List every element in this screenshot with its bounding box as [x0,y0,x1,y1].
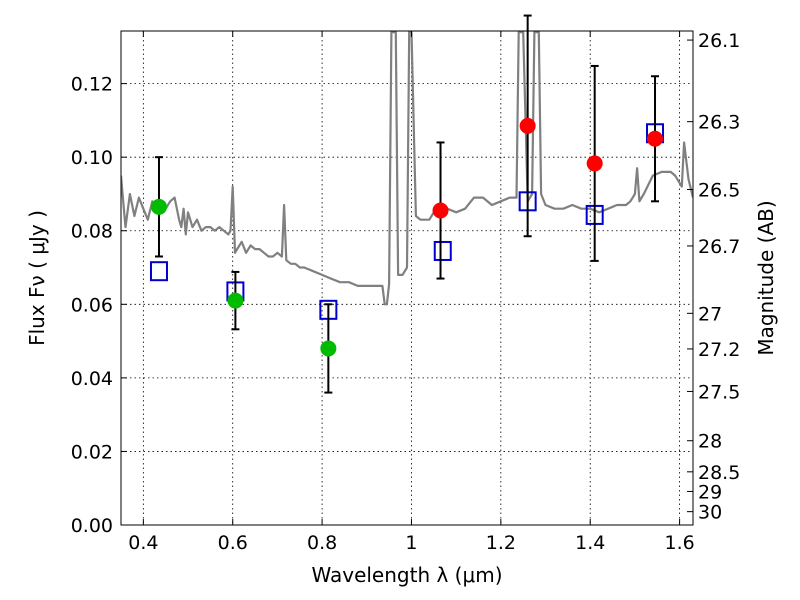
magnitude-tick-label: 26.3 [698,112,740,134]
plot-frame [120,30,694,526]
observed-infrared-point [586,155,603,172]
observed-optical-point [227,292,244,309]
y-axis-label: Flux Fν ( μJy ) [25,210,49,346]
marker-layer [149,14,665,394]
y-tick-label: 0.00 [71,515,113,537]
y-tick-label: 0.04 [71,368,113,390]
magnitude-tick-label: 29 [698,481,722,503]
magnitude-tick-label: 26.1 [698,30,740,52]
x-tick-label: 1.6 [664,532,694,554]
magnitude-axis-label: Magnitude (AB) [754,200,778,355]
magnitude-tick-label: 27.5 [698,381,740,403]
x-axis-label: Wavelength λ (μm) [311,563,502,587]
observed-optical-point [320,340,337,357]
x-tick-label: 0.8 [307,532,337,554]
magnitude-tick-label: 26.7 [698,236,740,258]
magnitude-tick-label: 27 [698,303,722,325]
x-tick-label: 1.4 [575,532,605,554]
magnitude-tick-label: 27.2 [698,339,740,361]
x-axis: 0.4 0.6 0.8 1 1.2 1.4 1.6 [128,31,695,554]
x-tick-label: 0.6 [218,532,248,554]
y-axis: 0.00 0.02 0.04 0.06 0.08 0.10 0.12 [71,74,127,537]
sed-curve-layer [121,31,693,306]
y-tick-label: 0.08 [71,221,113,243]
observed-infrared-point [432,202,449,219]
x-tick-label: 1 [405,532,417,554]
sed-curve [121,31,693,306]
model-photometry-square [149,261,168,282]
magnitude-tick-label: 28.5 [698,462,740,484]
model-photometry-square [433,240,452,261]
observed-infrared-point [647,130,664,147]
y-tick-label: 0.12 [71,74,113,96]
x-tick-label: 0.4 [128,532,158,554]
magnitude-tick-label: 30 [698,502,722,524]
y-tick-label: 0.02 [71,441,113,463]
y-tick-label: 0.06 [71,294,113,316]
x-tick-label: 1.2 [486,532,516,554]
y-tick-label: 0.10 [71,147,113,169]
magnitude-tick-label: 26.5 [698,180,740,202]
observed-infrared-point [519,117,536,134]
magnitude-tick-label: 28 [698,431,722,453]
observed-optical-point [150,198,167,215]
